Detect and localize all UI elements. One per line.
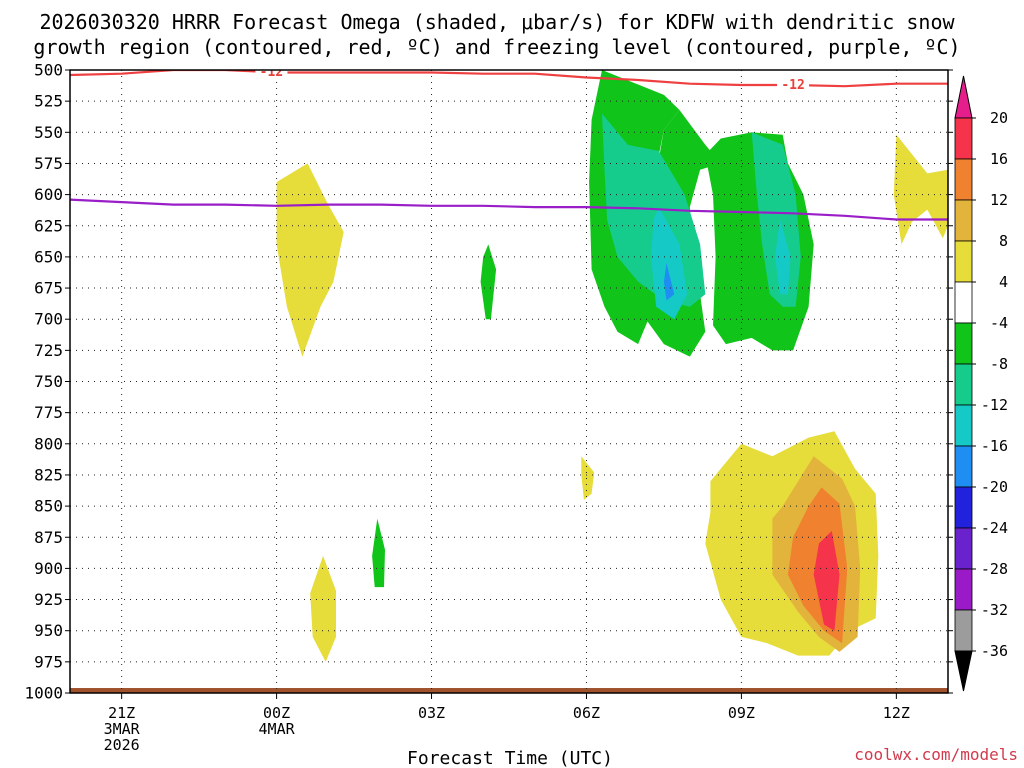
x-tick-label: 2026 bbox=[104, 736, 140, 754]
omega-region-4 bbox=[893, 134, 948, 245]
y-tick-label: 575 bbox=[34, 154, 63, 173]
omega-region--16 bbox=[775, 219, 791, 295]
credit-text: coolwx.com/models bbox=[854, 745, 1018, 764]
x-axis-label: Forecast Time (UTC) bbox=[407, 748, 613, 768]
colorbar-bin bbox=[954, 281, 973, 324]
colorbar-bin bbox=[954, 199, 973, 242]
y-tick-label: 725 bbox=[34, 341, 63, 360]
y-tick-label: 550 bbox=[34, 123, 63, 142]
colorbar-top-arrow bbox=[954, 75, 973, 119]
y-tick-label: 825 bbox=[34, 465, 63, 484]
y-tick-label: 975 bbox=[34, 652, 63, 671]
omega-region--4 bbox=[911, 379, 948, 571]
colorbar-label: -12 bbox=[981, 396, 1008, 414]
contour-label-bg bbox=[255, 70, 288, 80]
colorbar-bin bbox=[954, 158, 973, 201]
y-axis: 500 525 550 575 600 625 650 675 700 725 750 775 800 8… bbox=[24, 61, 953, 703]
omega-region--4 bbox=[112, 541, 130, 594]
contour-label-bg bbox=[777, 76, 810, 92]
colorbar-bin bbox=[954, 527, 973, 570]
x-tick-label: 06Z bbox=[573, 704, 600, 722]
colorbar-bin bbox=[954, 363, 973, 406]
y-tick-label: 625 bbox=[34, 216, 63, 235]
y-tick-label: 950 bbox=[34, 621, 63, 640]
colorbar-label: -32 bbox=[981, 601, 1008, 619]
colorbar-label: -28 bbox=[981, 560, 1008, 578]
title-line-2: growth region (contoured, red, ºC) and f… bbox=[33, 35, 960, 59]
y-tick-label: 900 bbox=[34, 559, 63, 578]
x-tick-label: 12Z bbox=[883, 704, 910, 722]
y-tick-label: 750 bbox=[34, 372, 63, 391]
y-tick-label: 775 bbox=[34, 403, 63, 422]
colorbar-bin bbox=[954, 322, 973, 365]
y-tick-label: 700 bbox=[34, 310, 63, 329]
surface-band bbox=[70, 688, 948, 693]
x-tick-label: 3MAR bbox=[104, 720, 141, 738]
colorbar-label: 4 bbox=[999, 273, 1008, 291]
colorbar-label: 20 bbox=[990, 109, 1008, 127]
x-tick-label: 03Z bbox=[418, 704, 445, 722]
colorbar-label: -20 bbox=[981, 478, 1008, 496]
colorbar-label: 12 bbox=[990, 191, 1008, 209]
omega-region-4 bbox=[581, 456, 595, 500]
y-tick-label: 525 bbox=[34, 92, 63, 111]
colorbar-bin bbox=[954, 568, 973, 611]
y-tick-label: 875 bbox=[34, 528, 63, 547]
colorbar-bin bbox=[954, 445, 973, 488]
colorbar-bottom-arrow bbox=[954, 650, 973, 692]
colorbar-bin bbox=[954, 486, 973, 529]
colorbar-label: -16 bbox=[981, 437, 1008, 455]
x-tick-label: 21Z bbox=[108, 704, 135, 722]
x-tick-label: 00Z bbox=[263, 704, 290, 722]
colorbar: 20 16 12 8 4 -4 -8 -12 -16 -20 -24 -28 -32 -36 bbox=[954, 75, 1008, 692]
omega-region-16 bbox=[813, 531, 840, 631]
omega-region-4 bbox=[276, 163, 344, 357]
colorbar-bin bbox=[954, 609, 973, 652]
omega-region--8 bbox=[480, 244, 497, 320]
omega-region--8 bbox=[372, 518, 385, 588]
title-line-1: 2026030320 HRRR Forecast Omega (shaded, … bbox=[39, 10, 955, 34]
omega-region-4 bbox=[310, 555, 336, 662]
contour-lines: -12 -12 bbox=[70, 65, 948, 221]
colorbar-label: -36 bbox=[981, 642, 1008, 660]
colorbar-bin bbox=[954, 404, 973, 447]
colorbar-bin bbox=[954, 117, 973, 160]
omega-shading bbox=[70, 70, 948, 693]
colorbar-bin bbox=[954, 240, 973, 283]
colorbar-label: -4 bbox=[990, 314, 1008, 332]
contour-label: -12 bbox=[781, 78, 804, 93]
x-tick-label: 09Z bbox=[728, 704, 755, 722]
y-tick-label: 800 bbox=[34, 434, 63, 453]
x-tick-label: 4MAR bbox=[259, 720, 296, 738]
omega-region--20 bbox=[663, 263, 675, 301]
freezing-level-line bbox=[70, 198, 948, 221]
contour-label: -12 bbox=[260, 65, 283, 80]
chart-title: 2026030320 HRRR Forecast Omega (shaded, … bbox=[33, 10, 960, 59]
omega-region--16 bbox=[651, 207, 688, 320]
colorbar-label: -24 bbox=[981, 519, 1008, 537]
y-tick-label: 650 bbox=[34, 247, 63, 266]
omega-region--4 bbox=[113, 325, 130, 432]
omega-region--4 bbox=[178, 70, 231, 369]
y-tick-label: 1000 bbox=[24, 684, 63, 703]
y-tick-label: 925 bbox=[34, 590, 63, 609]
y-tick-label: 600 bbox=[34, 185, 63, 204]
y-tick-label: 500 bbox=[34, 61, 63, 80]
grid bbox=[70, 70, 948, 693]
y-tick-label: 850 bbox=[34, 497, 63, 516]
colorbar-label: -8 bbox=[990, 355, 1008, 373]
colorbar-label: 8 bbox=[999, 232, 1008, 250]
colorbar-label: 16 bbox=[990, 150, 1008, 168]
y-tick-label: 675 bbox=[34, 279, 63, 298]
